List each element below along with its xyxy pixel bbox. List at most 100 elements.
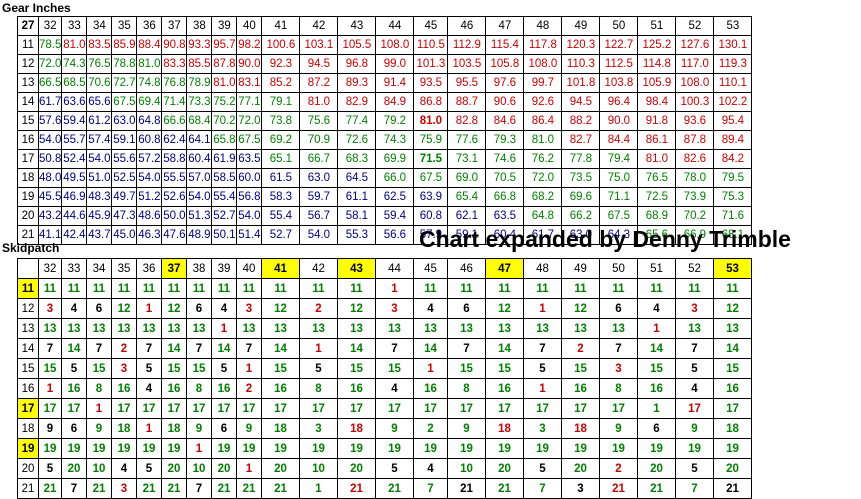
skid-value-cell: 13 bbox=[523, 318, 562, 339]
skid-value-cell: 17 bbox=[337, 398, 376, 419]
skid-value-cell: 17 bbox=[261, 398, 300, 419]
skid-value-cell: 21 bbox=[713, 478, 752, 499]
gear-cog-header: 42 bbox=[299, 16, 339, 36]
skid-value-cell: 1 bbox=[523, 378, 562, 399]
skid-value-cell: 17 bbox=[111, 398, 137, 419]
skid-value-cell: 5 bbox=[375, 458, 414, 479]
skid-value-cell: 19 bbox=[261, 438, 300, 459]
skid-value-cell: 21 bbox=[375, 478, 414, 499]
gear-row: 11 78.5 81.0 83.5 85.9 88.4 90.8 93.3 95.7 98.2 10… bbox=[17, 35, 753, 55]
skid-value-cell: 15 bbox=[38, 358, 62, 379]
skid-value-cell: 21 bbox=[38, 478, 62, 499]
gear-value-cell: 50.0 bbox=[161, 206, 188, 226]
skid-value-cell: 3 bbox=[236, 298, 262, 319]
skid-value-cell: 17 bbox=[485, 398, 524, 419]
skid-value-cell: 1 bbox=[211, 318, 237, 339]
gear-value-cell: 58.5 bbox=[211, 168, 238, 188]
skid-value-cell: 11 bbox=[447, 278, 486, 299]
skid-value-cell: 9 bbox=[375, 418, 414, 439]
skid-value-cell: 6 bbox=[61, 418, 87, 439]
gear-value-cell: 71.4 bbox=[161, 92, 188, 112]
gear-value-cell: 70.6 bbox=[86, 73, 113, 93]
gear-value-cell: 98.2 bbox=[236, 35, 263, 55]
gear-value-cell: 51.3 bbox=[186, 206, 213, 226]
gear-sprocket-cell: 15 bbox=[17, 111, 39, 131]
skid-cog-header: 45 bbox=[413, 258, 448, 279]
gear-value-cell: 66.6 bbox=[161, 111, 188, 131]
gear-value-cell: 58.3 bbox=[261, 187, 301, 207]
gear-value-cell: 86.4 bbox=[523, 111, 563, 131]
skid-value-cell: 4 bbox=[413, 458, 448, 479]
skid-value-cell: 7 bbox=[675, 338, 714, 359]
gear-sprocket-cell: 12 bbox=[17, 54, 39, 74]
gear-value-cell: 51.4 bbox=[236, 225, 263, 245]
gear-value-cell: 60.8 bbox=[413, 206, 449, 226]
skid-value-cell: 4 bbox=[211, 298, 237, 319]
gear-value-cell: 61.5 bbox=[261, 168, 301, 188]
skid-value-cell: 13 bbox=[161, 318, 187, 339]
skid-value-cell: 5 bbox=[675, 358, 714, 379]
skid-sprocket-cell: 18 bbox=[17, 418, 39, 439]
gear-value-cell: 84.4 bbox=[599, 130, 639, 150]
gear-value-cell: 87.8 bbox=[675, 130, 715, 150]
gear-cog-header: 33 bbox=[61, 16, 88, 36]
skid-value-cell: 17 bbox=[713, 398, 752, 419]
skid-value-cell: 13 bbox=[186, 318, 212, 339]
gear-value-cell: 79.5 bbox=[713, 168, 753, 188]
skid-value-cell: 3 bbox=[675, 298, 714, 319]
gear-value-cell: 62.1 bbox=[447, 206, 487, 226]
gear-value-cell: 68.1 bbox=[713, 225, 753, 245]
gear-value-cell: 61.7 bbox=[523, 225, 563, 245]
skid-value-cell: 3 bbox=[111, 478, 137, 499]
skid-value-cell: 16 bbox=[161, 378, 187, 399]
gear-cog-header: 47 bbox=[485, 16, 525, 36]
skid-cog-header: 35 bbox=[111, 258, 137, 279]
skid-value-cell: 7 bbox=[236, 338, 262, 359]
gear-value-cell: 61.7 bbox=[37, 92, 63, 112]
chart-credit: Chart expanded by Denny Trimble bbox=[419, 226, 791, 252]
gear-value-cell: 50.1 bbox=[211, 225, 238, 245]
skid-cog-header: 49 bbox=[561, 258, 600, 279]
skid-value-cell: 17 bbox=[299, 398, 338, 419]
gear-value-cell: 96.8 bbox=[337, 54, 377, 74]
gear-value-cell: 62.5 bbox=[375, 187, 415, 207]
skid-value-cell: 16 bbox=[337, 378, 376, 399]
skid-value-cell: 13 bbox=[61, 318, 87, 339]
gear-value-cell: 64.1 bbox=[186, 130, 213, 150]
gear-value-cell: 108.0 bbox=[375, 35, 415, 55]
gear-sprocket-cell: 17 bbox=[17, 149, 39, 169]
gear-value-cell: 115.4 bbox=[485, 35, 525, 55]
skid-value-cell: 4 bbox=[675, 378, 714, 399]
skid-value-cell: 2 bbox=[413, 418, 448, 439]
skid-cog-header: 47 bbox=[485, 258, 524, 279]
skid-value-cell: 13 bbox=[599, 318, 638, 339]
gear-value-cell: 114.8 bbox=[637, 54, 677, 74]
gear-value-cell: 75.0 bbox=[599, 168, 639, 188]
gear-value-cell: 73.1 bbox=[447, 149, 487, 169]
gear-value-cell: 79.4 bbox=[599, 149, 639, 169]
skid-value-cell: 16 bbox=[61, 378, 87, 399]
skid-cog-header: 52 bbox=[675, 258, 714, 279]
gear-value-cell: 55.6 bbox=[111, 149, 138, 169]
gear-value-cell: 51.0 bbox=[86, 168, 113, 188]
skid-value-cell: 3 bbox=[523, 418, 562, 439]
skid-value-cell: 21 bbox=[136, 478, 162, 499]
skid-value-cell: 18 bbox=[337, 418, 376, 439]
gear-value-cell: 66.7 bbox=[299, 149, 339, 169]
skid-value-cell: 10 bbox=[86, 458, 112, 479]
gear-value-cell: 95.4 bbox=[713, 111, 753, 131]
skid-value-cell: 5 bbox=[61, 358, 87, 379]
skid-value-cell: 21 bbox=[236, 478, 262, 499]
gear-value-cell: 66.8 bbox=[485, 187, 525, 207]
skid-value-cell: 17 bbox=[211, 398, 237, 419]
gear-value-cell: 46.9 bbox=[61, 187, 88, 207]
skid-value-cell: 17 bbox=[136, 398, 162, 419]
gear-cog-header: 51 bbox=[637, 16, 677, 36]
gear-value-cell: 66.9 bbox=[675, 225, 715, 245]
gear-value-cell: 52.7 bbox=[211, 206, 238, 226]
skid-value-cell: 11 bbox=[299, 278, 338, 299]
skid-value-cell: 5 bbox=[523, 358, 562, 379]
gear-value-cell: 103.1 bbox=[299, 35, 339, 55]
gear-row: 17 50.8 52.4 54.0 55.6 57.2 58.8 60.4 61.9 63.5 65… bbox=[17, 149, 753, 169]
skid-value-cell: 13 bbox=[111, 318, 137, 339]
